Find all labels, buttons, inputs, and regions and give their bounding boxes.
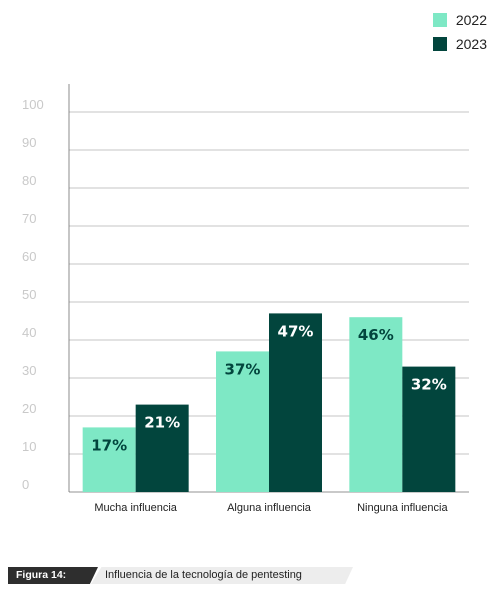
y-tick-label-70: 70: [22, 211, 36, 226]
figure-caption: Influencia de la tecnología de pentestin…: [8, 567, 353, 584]
data-label-2023-2: 32%: [411, 376, 447, 394]
y-tick-label-40: 40: [22, 325, 36, 340]
bar-2023-0: [135, 404, 189, 492]
legend-item-2022: 2022: [432, 8, 487, 32]
legend-swatch-2022: [432, 13, 447, 27]
y-tick-label-10: 10: [22, 439, 36, 454]
x-category-label-0: Mucha influencia: [94, 502, 177, 514]
bar-2023-1: [269, 313, 322, 492]
legend-label-2023: 2023: [455, 36, 487, 52]
legend-label-2022: 2022: [455, 12, 487, 28]
bar-2022-1: [216, 351, 269, 492]
y-tick-label-30: 30: [22, 363, 36, 378]
bar-2022-2: [349, 317, 403, 492]
data-label-2022-1: 37%: [225, 360, 261, 378]
legend-item-2023: 2023: [432, 32, 487, 56]
x-category-label-1: Alguna influencia: [227, 502, 312, 514]
chart-legend: 2022 2023: [432, 8, 487, 56]
bar-chart: 0 10 20 30 40 50 60 70 80 90 100 17% 21% Mucha influe…: [22, 84, 469, 514]
data-label-2023-0: 21%: [144, 414, 180, 432]
x-category-label-2: Ninguna influencia: [357, 502, 448, 514]
legend-swatch-2023: [432, 37, 447, 51]
caption-tag: Figura 14:: [16, 569, 67, 581]
y-tick-label-60: 60: [22, 249, 36, 264]
y-tick-label-50: 50: [22, 287, 36, 302]
bar-2022-0: [82, 427, 136, 492]
y-tick-label-20: 20: [22, 401, 36, 416]
caption-text: Influencia de la tecnología de pentestin…: [105, 569, 302, 581]
data-label-2023-1: 47%: [278, 322, 314, 340]
data-label-2022-0: 17%: [91, 436, 127, 454]
y-tick-label-0: 0: [22, 477, 29, 492]
caption-tag-box: Figura 14:: [8, 567, 98, 584]
data-label-2022-2: 46%: [358, 326, 394, 344]
bar-2023-2: [402, 366, 456, 492]
y-tick-label-80: 80: [22, 173, 36, 188]
caption-text-box: Influencia de la tecnología de pentestin…: [91, 567, 353, 584]
y-tick-label-100: 100: [22, 97, 44, 112]
y-tick-label-90: 90: [22, 135, 36, 150]
